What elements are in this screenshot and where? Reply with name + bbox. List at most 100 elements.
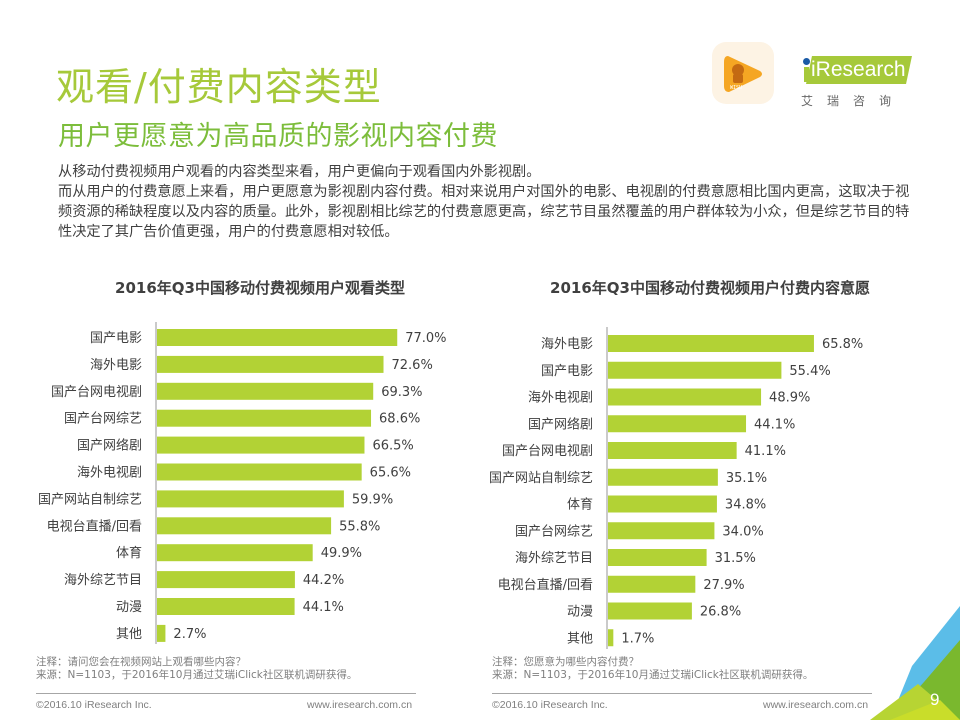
- category-label: 国产网站自制综艺: [489, 471, 593, 486]
- category-label: 国产电影: [90, 331, 142, 346]
- bar: [157, 409, 372, 427]
- copyright-text: ©2016.10 iResearch Inc.: [492, 699, 608, 711]
- data-label: 44.2%: [303, 573, 344, 588]
- category-label: 电视台直播/回看: [498, 577, 593, 593]
- note-source: 来源：N=1103，于2016年10月通过艾瑞iClick社区联机调研获得。: [36, 669, 358, 681]
- bar: [157, 517, 332, 535]
- data-label: 65.6%: [370, 466, 411, 481]
- copyright-text: ©2016.10 iResearch Inc.: [36, 699, 152, 711]
- bar: [608, 335, 814, 352]
- bar: [608, 442, 737, 459]
- category-label: 其他: [116, 627, 142, 642]
- website-link[interactable]: www.iresearch.com.cn: [307, 699, 413, 711]
- category-label: 国产台网电视剧: [502, 444, 593, 459]
- logo-i-stem: [804, 67, 809, 82]
- chart-title-left: 2016年Q3中国移动付费视频用户观看类型: [115, 279, 405, 297]
- data-label: 27.9%: [703, 578, 744, 593]
- category-label: 海外电影: [541, 337, 593, 352]
- category-label: 体育: [116, 545, 142, 561]
- bar-chart-payment-willingness: 海外电影 65.8% 国产电影 55.4% 海外电视剧 48.9% 国产网络剧 44.1% 国产…: [489, 327, 863, 649]
- data-label: 48.9%: [769, 391, 810, 406]
- bar: [157, 490, 344, 508]
- data-label: 34.8%: [725, 498, 766, 513]
- app-logo: WISU: [712, 42, 774, 104]
- data-label: 34.0%: [722, 524, 763, 539]
- category-label: 动漫: [567, 605, 593, 620]
- bar: [157, 355, 384, 373]
- data-label: 69.3%: [381, 385, 422, 400]
- footer-divider: [492, 693, 872, 694]
- note-question: 注释：您愿意为哪些内容付费？: [492, 656, 639, 668]
- data-label: 31.5%: [715, 551, 756, 566]
- data-label: 55.8%: [339, 519, 380, 534]
- bar: [157, 382, 374, 400]
- play-logo-icon: WISU: [724, 56, 762, 92]
- logo-brand-cn: 艾瑞咨询: [800, 94, 905, 108]
- iresearch-logo: iResearch 艾瑞咨询: [795, 52, 915, 112]
- category-label: 国产台网电视剧: [51, 385, 142, 400]
- data-label: 72.6%: [392, 358, 433, 373]
- bar: [608, 495, 717, 513]
- data-label: 66.5%: [372, 439, 413, 454]
- data-label: 77.0%: [405, 331, 446, 346]
- category-label: 国产网站自制综艺: [38, 492, 142, 507]
- data-label: 55.4%: [789, 364, 830, 379]
- data-label: 49.9%: [321, 546, 362, 561]
- category-label: 海外综艺节目: [64, 573, 142, 588]
- category-label: 体育: [567, 497, 593, 513]
- note-right: 注释：您愿意为哪些内容付费？ 来源：N=1103，于2016年10月通过艾瑞iC…: [492, 656, 813, 682]
- footer-divider: [36, 693, 416, 694]
- data-label: 65.8%: [822, 337, 863, 352]
- category-label: 国产网络剧: [528, 416, 593, 432]
- category-label: 海外综艺节目: [515, 551, 593, 566]
- bar: [157, 463, 362, 481]
- bar: [608, 415, 747, 433]
- bar: [157, 598, 295, 615]
- bar: [608, 522, 715, 540]
- intro-paragraph: 从移动付费视频用户观看的内容类型来看，用户更偏向于观看国内外影视剧。: [58, 164, 541, 180]
- category-label: 海外电视剧: [77, 466, 142, 481]
- page-subtitle: 用户更愿意为高品质的影视内容付费: [58, 121, 498, 152]
- category-label: 动漫: [116, 600, 142, 615]
- logo-brand-text: iResearch: [811, 58, 906, 81]
- logo-dot-icon: [803, 58, 810, 65]
- note-question: 注释：请问您会在视频网站上观看哪些内容？: [36, 656, 246, 668]
- page-title: 观看/付费内容类型: [56, 65, 382, 109]
- data-label: 59.9%: [352, 492, 393, 507]
- category-label: 海外电影: [90, 358, 142, 373]
- category-label: 国产电影: [541, 364, 593, 379]
- bar: [608, 549, 707, 566]
- category-label: 国产台网综艺: [64, 412, 142, 427]
- bar: [608, 468, 718, 486]
- data-label: 2.7%: [173, 627, 206, 642]
- bar: [608, 575, 696, 593]
- note-left: 注释：请问您会在视频网站上观看哪些内容？ 来源：N=1103，于2016年10月…: [36, 656, 357, 682]
- category-label: 其他: [567, 631, 593, 646]
- page-number: 9: [930, 690, 940, 709]
- bar: [608, 602, 692, 620]
- note-source: 来源：N=1103，于2016年10月通过艾瑞iClick社区联机调研获得。: [492, 669, 814, 681]
- intro-text: 从移动付费视频用户观看的内容类型来看，用户更偏向于观看国内外影视剧。 而从用户的…: [58, 162, 914, 242]
- data-label: 35.1%: [726, 471, 767, 486]
- bar: [157, 436, 365, 454]
- app-logo-text: WISU: [730, 85, 742, 91]
- bar: [157, 544, 313, 562]
- corner-decoration: [870, 606, 960, 720]
- data-label: 44.1%: [754, 417, 795, 432]
- chart-title-right: 2016年Q3中国移动付费视频用户付费内容意愿: [550, 279, 870, 297]
- data-label: 68.6%: [379, 412, 420, 427]
- intro-paragraph: 而从用户的付费意愿上来看，用户更愿意为影视剧内容付费。相对来说用户对国外的电影、…: [58, 184, 910, 240]
- bar: [608, 361, 782, 379]
- bar: [608, 629, 614, 647]
- category-label: 国产台网综艺: [515, 524, 593, 539]
- category-label: 海外电视剧: [528, 391, 593, 406]
- bar-chart-viewing-types: 国产电影 77.0% 海外电影 72.6% 国产台网电视剧 69.3% 国产台网综艺 68.6…: [38, 322, 447, 644]
- category-label: 电视台直播/回看: [47, 518, 142, 534]
- bar: [157, 571, 295, 589]
- bar: [157, 624, 166, 642]
- data-label: 26.8%: [700, 605, 741, 620]
- category-label: 国产网络剧: [77, 438, 142, 454]
- data-label: 41.1%: [745, 444, 786, 459]
- website-link[interactable]: www.iresearch.com.cn: [763, 699, 869, 711]
